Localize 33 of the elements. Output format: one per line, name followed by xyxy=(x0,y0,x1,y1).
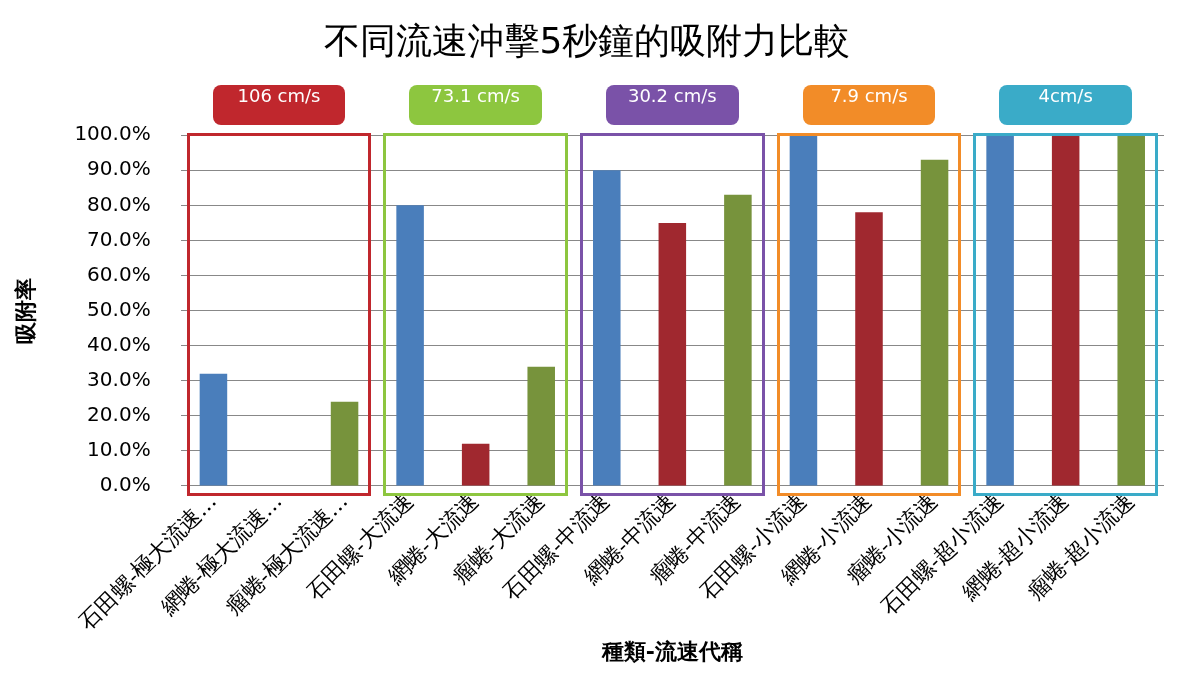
y-tick-label: 30.0% xyxy=(87,366,151,391)
bar xyxy=(199,373,228,486)
y-tick-label: 100.0% xyxy=(74,121,151,146)
bar xyxy=(1051,135,1080,486)
x-axis-title: 種類-流速代稱 xyxy=(600,637,743,664)
bar xyxy=(920,159,949,486)
text: 4cm/s xyxy=(999,85,1133,126)
bar xyxy=(789,135,818,486)
y-tick-label: 10.0% xyxy=(87,437,151,462)
bar xyxy=(724,194,752,486)
y-tick-label: 60.0% xyxy=(87,261,151,286)
text: 73.1 cm/s xyxy=(409,85,543,126)
y-tick-label: 70.0% xyxy=(87,226,151,251)
y-tick-label: 90.0% xyxy=(87,156,151,181)
bar xyxy=(658,222,687,486)
text: 7.9 cm/s xyxy=(802,85,936,126)
bar xyxy=(330,401,359,486)
text: 30.2 cm/s xyxy=(605,85,739,126)
bar xyxy=(461,443,490,486)
text: 106 cm/s xyxy=(212,85,346,126)
y-tick-label: 40.0% xyxy=(87,331,151,356)
bar xyxy=(593,170,621,486)
y-tick-label: 20.0% xyxy=(87,402,151,426)
bar xyxy=(396,205,424,486)
y-tick-label: 0.0% xyxy=(99,472,151,497)
bar xyxy=(527,366,555,486)
y-tick-label: 80.0% xyxy=(87,191,151,216)
chart-title: 不同流速沖擊5秒鐘的吸附力比較 xyxy=(323,19,851,61)
bar xyxy=(855,212,883,486)
bar xyxy=(1117,135,1145,486)
y-tick-label: 50.0% xyxy=(87,296,151,321)
y-axis-title: 吸附率 xyxy=(11,277,38,344)
bar xyxy=(986,135,1014,486)
